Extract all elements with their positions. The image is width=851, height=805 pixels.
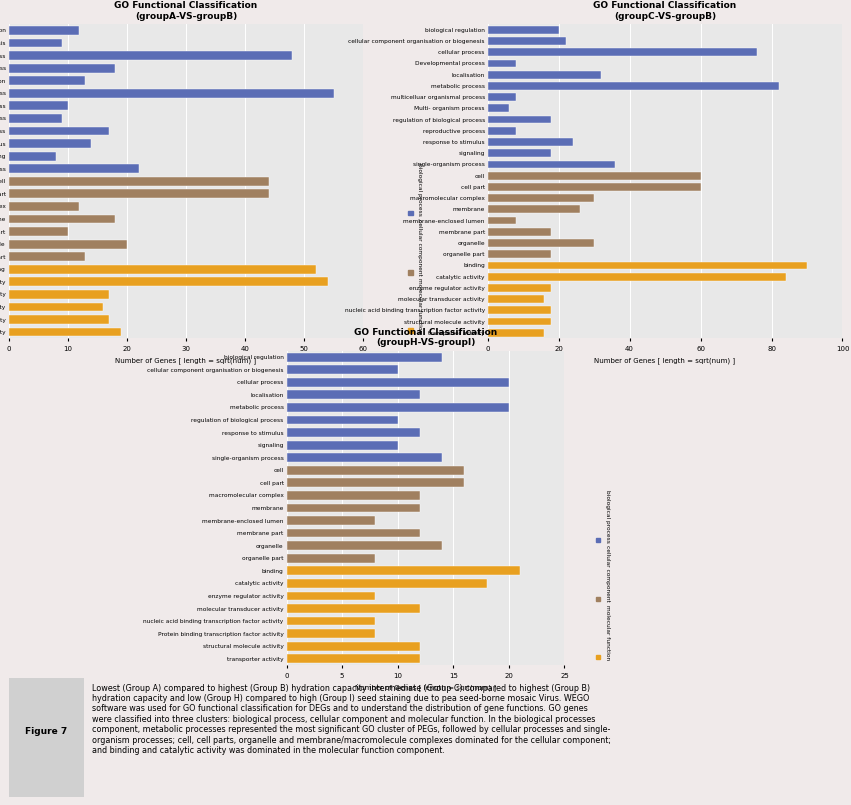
Bar — [287, 440, 397, 449]
Bar — [488, 26, 558, 34]
Bar — [287, 541, 443, 550]
Text: Lowest (Group A) compared to highest (Group B) hydration capacity intermediate (: Lowest (Group A) compared to highest (Gr… — [92, 683, 611, 755]
Bar — [287, 516, 375, 525]
Bar — [488, 239, 594, 247]
Bar — [488, 318, 551, 325]
Bar — [488, 60, 516, 68]
Bar — [488, 37, 566, 45]
Title: GO Functional Classification
(groupC-VS-groupB): GO Functional Classification (groupC-VS-… — [593, 1, 737, 21]
Bar — [287, 617, 375, 625]
Bar — [9, 177, 269, 186]
Bar — [9, 101, 68, 110]
X-axis label: Number of Genes [ length = sqrt(num) ]: Number of Genes [ length = sqrt(num) ] — [595, 357, 735, 365]
Bar — [9, 202, 79, 211]
Bar — [287, 378, 509, 386]
Bar — [9, 240, 127, 249]
Bar — [287, 353, 443, 361]
Bar — [488, 127, 516, 134]
Bar — [287, 415, 397, 424]
Bar — [488, 71, 601, 79]
Legend: biological process, cellular component, molecular function: biological process, cellular component, … — [593, 488, 612, 663]
Title: GO Functional Classification
(groupA-VS-groupB): GO Functional Classification (groupA-VS-… — [114, 1, 258, 21]
Bar — [488, 205, 580, 213]
X-axis label: Number of Genes [ length = sqrt(num) ]: Number of Genes [ length = sqrt(num) ] — [355, 684, 496, 691]
Bar — [287, 630, 375, 638]
Bar — [287, 478, 465, 487]
Bar — [488, 138, 573, 146]
Legend: biological process, cellular component, molecular function: biological process, cellular component, … — [406, 161, 425, 336]
X-axis label: Number of Genes [ length = sqrt(num) ]: Number of Genes [ length = sqrt(num) ] — [116, 357, 256, 365]
Bar — [488, 149, 551, 157]
Bar — [9, 265, 316, 274]
Bar — [287, 592, 375, 601]
Bar — [287, 579, 487, 588]
Bar — [9, 52, 293, 60]
Bar — [9, 64, 115, 72]
Bar — [287, 554, 375, 563]
Bar — [488, 273, 785, 281]
Bar — [287, 390, 420, 399]
Bar — [287, 642, 420, 650]
Bar — [488, 82, 779, 90]
Bar — [488, 295, 545, 303]
Bar — [9, 89, 334, 97]
Bar — [287, 403, 509, 412]
Bar — [488, 262, 807, 270]
Bar — [488, 160, 615, 168]
Bar — [488, 217, 516, 225]
Bar — [9, 39, 62, 47]
Bar — [9, 315, 109, 324]
Bar — [488, 307, 551, 314]
Bar — [287, 529, 420, 538]
Bar — [9, 215, 115, 223]
Bar — [287, 365, 397, 374]
Bar — [9, 126, 109, 135]
Bar — [287, 466, 465, 475]
Bar — [287, 604, 420, 613]
Bar — [9, 151, 56, 160]
Bar — [287, 491, 420, 500]
Bar — [9, 252, 85, 261]
Bar — [9, 76, 85, 85]
Bar — [488, 105, 509, 112]
Bar — [287, 428, 420, 437]
Bar — [488, 228, 551, 236]
FancyBboxPatch shape — [9, 678, 83, 797]
Bar — [488, 48, 757, 56]
Bar — [9, 227, 68, 236]
Bar — [287, 453, 443, 462]
Bar — [9, 189, 269, 198]
Bar — [488, 93, 516, 101]
Bar — [9, 278, 328, 287]
Bar — [488, 328, 545, 336]
Text: Figure 7: Figure 7 — [25, 727, 67, 736]
Bar — [9, 290, 109, 299]
Bar — [9, 114, 62, 123]
Bar — [488, 284, 551, 291]
Bar — [488, 183, 700, 191]
Bar — [287, 654, 420, 663]
Bar — [488, 250, 551, 258]
Bar — [488, 194, 594, 202]
Title: GO Functional Classification
(groupH-VS-groupI): GO Functional Classification (groupH-VS-… — [354, 328, 497, 347]
Bar — [9, 26, 79, 35]
Bar — [488, 116, 551, 123]
Bar — [287, 567, 520, 576]
Bar — [488, 171, 700, 180]
Bar — [9, 303, 103, 312]
Bar — [287, 504, 420, 512]
Bar — [9, 139, 91, 148]
Bar — [9, 164, 139, 173]
Bar — [9, 328, 121, 336]
